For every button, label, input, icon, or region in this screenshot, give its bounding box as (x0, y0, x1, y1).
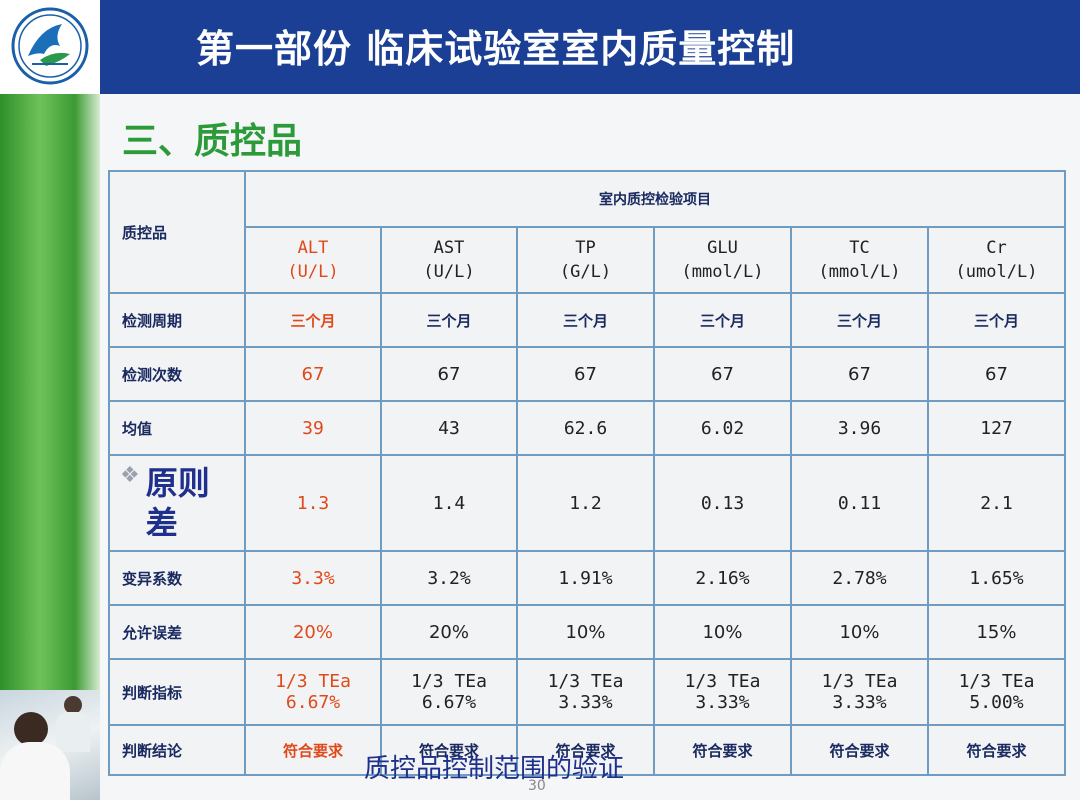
row-label: ❖ 原则 差 (108, 454, 246, 552)
table-cell: 2.1 (927, 454, 1066, 552)
table-row: 均值 39 43 62.6 6.02 3.96 127 (108, 400, 1066, 456)
table-cell: 67 (927, 346, 1066, 402)
row-label: 允许误差 (108, 604, 246, 660)
table-row: 判断结论 符合要求 符合要求 符合要求 符合要求 符合要求 符合要求 (108, 724, 1066, 776)
table-cell: 62.6 (516, 400, 655, 456)
table-row: 变异系数 3.3% 3.2% 1.91% 2.16% 2.78% 1.65% (108, 550, 1066, 606)
table-row: 检测次数 67 67 67 67 67 67 (108, 346, 1066, 402)
table-cell: 1/3 TEa 5.00% (927, 658, 1066, 726)
column-header: TP (G/L) (516, 226, 655, 294)
table-cell: 67 (516, 346, 655, 402)
table-cell: 43 (380, 400, 518, 456)
table-cell: 2.16% (653, 550, 792, 606)
lab-photo (0, 690, 100, 800)
table-cell: 三个月 (380, 292, 518, 348)
table-cell: 39 (244, 400, 382, 456)
slide-header: 第一部份 临床试验室室内质量控制 (0, 0, 1080, 94)
table-cell: 10% (653, 604, 792, 660)
table-cell: 2.78% (790, 550, 929, 606)
table-cell: 符合要求 (244, 724, 382, 776)
table-cell: 三个月 (516, 292, 655, 348)
logo-box (0, 0, 100, 94)
table-cell: 符合要求 (516, 724, 655, 776)
table-cell: 67 (380, 346, 518, 402)
table-cell: 20% (244, 604, 382, 660)
table-row: 判断指标 1/3 TEa 6.67% 1/3 TEa 6.67% 1/3 TEa 3.… (108, 658, 1066, 726)
left-decorative-band (0, 94, 100, 800)
table-cell: 20% (380, 604, 518, 660)
table-cell: 符合要求 (927, 724, 1066, 776)
table-cell: 15% (927, 604, 1066, 660)
table-cell: 10% (516, 604, 655, 660)
table-cell: 符合要求 (653, 724, 792, 776)
page-number: 30 (528, 778, 546, 794)
column-header: Cr (umol/L) (927, 226, 1066, 294)
row-label-line: 差 (145, 504, 178, 542)
table-cell: 0.13 (653, 454, 792, 552)
qc-table: 质控品 室内质控检验项目 ALT (U/L) AST (U/L) TP (G/L) G… (108, 170, 1066, 776)
column-header: GLU (mmol/L) (653, 226, 792, 294)
table-cell: 3.3% (244, 550, 382, 606)
row-label: 检测周期 (108, 292, 246, 348)
column-header-row: ALT (U/L) AST (U/L) TP (G/L) GLU (mmol/L) TC… (109, 226, 1066, 294)
table-cell: 符合要求 (790, 724, 929, 776)
row-label: 变异系数 (108, 550, 246, 606)
table-cell: 三个月 (927, 292, 1066, 348)
column-header: TC (mmol/L) (790, 226, 929, 294)
table-row: ❖ 原则 差 1.3 1.4 1.2 0.13 0.11 2.1 (108, 454, 1066, 552)
diamond-bullet-icon: ❖ (120, 463, 140, 488)
row-label: 判断指标 (108, 658, 246, 726)
institution-logo-icon (11, 7, 89, 85)
table-cell: 67 (244, 346, 382, 402)
table-cell: 10% (790, 604, 929, 660)
row-label: 判断结论 (108, 724, 246, 776)
table-row: 允许误差 20% 20% 10% 10% 10% 15% (108, 604, 1066, 660)
table-row: 检测周期 三个月 三个月 三个月 三个月 三个月 三个月 (108, 292, 1066, 348)
table-cell: 1/3 TEa 6.67% (244, 658, 382, 726)
table-cell: 1.3 (244, 454, 382, 552)
table-cell: 67 (653, 346, 792, 402)
row-label: 均值 (108, 400, 246, 456)
group-header: 室内质控检验项目 (244, 170, 1066, 228)
table-cell: 符合要求 (380, 724, 518, 776)
table-header-row: 质控品 室内质控检验项目 (108, 170, 1066, 294)
table-cell: 1.2 (516, 454, 655, 552)
table-cell: 0.11 (790, 454, 929, 552)
corner-label: 质控品 (108, 170, 246, 294)
table-cell: 127 (927, 400, 1066, 456)
table-cell: 三个月 (790, 292, 929, 348)
table-cell: 6.02 (653, 400, 792, 456)
section-heading: 三、质控品 (122, 121, 303, 162)
slide-title: 第一部份 临床试验室室内质量控制 (196, 27, 796, 71)
table-cell: 67 (790, 346, 929, 402)
table-cell: 三个月 (244, 292, 382, 348)
column-header: ALT (U/L) (244, 226, 382, 294)
table-cell: 三个月 (653, 292, 792, 348)
row-label: 检测次数 (108, 346, 246, 402)
table-cell: 1.91% (516, 550, 655, 606)
table-cell: 3.96 (790, 400, 929, 456)
table-cell: 3.2% (380, 550, 518, 606)
row-label-line: 原则 (145, 464, 210, 502)
slide-caption: 质控品控制范围的验证 (364, 754, 625, 784)
table-cell: 1/3 TEa 3.33% (790, 658, 929, 726)
table-cell: 1/3 TEa 6.67% (380, 658, 518, 726)
column-header: AST (U/L) (380, 226, 518, 294)
table-cell: 1.65% (927, 550, 1066, 606)
table-cell: 1/3 TEa 3.33% (653, 658, 792, 726)
table-cell: 1.4 (380, 454, 518, 552)
table-cell: 1/3 TEa 3.33% (516, 658, 655, 726)
